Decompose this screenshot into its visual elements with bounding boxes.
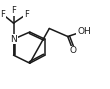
Text: F: F (0, 10, 5, 19)
Text: F: F (11, 6, 16, 15)
Text: N: N (10, 35, 17, 44)
Text: F: F (24, 10, 29, 19)
Text: O: O (70, 46, 77, 55)
Text: OH: OH (77, 27, 91, 36)
